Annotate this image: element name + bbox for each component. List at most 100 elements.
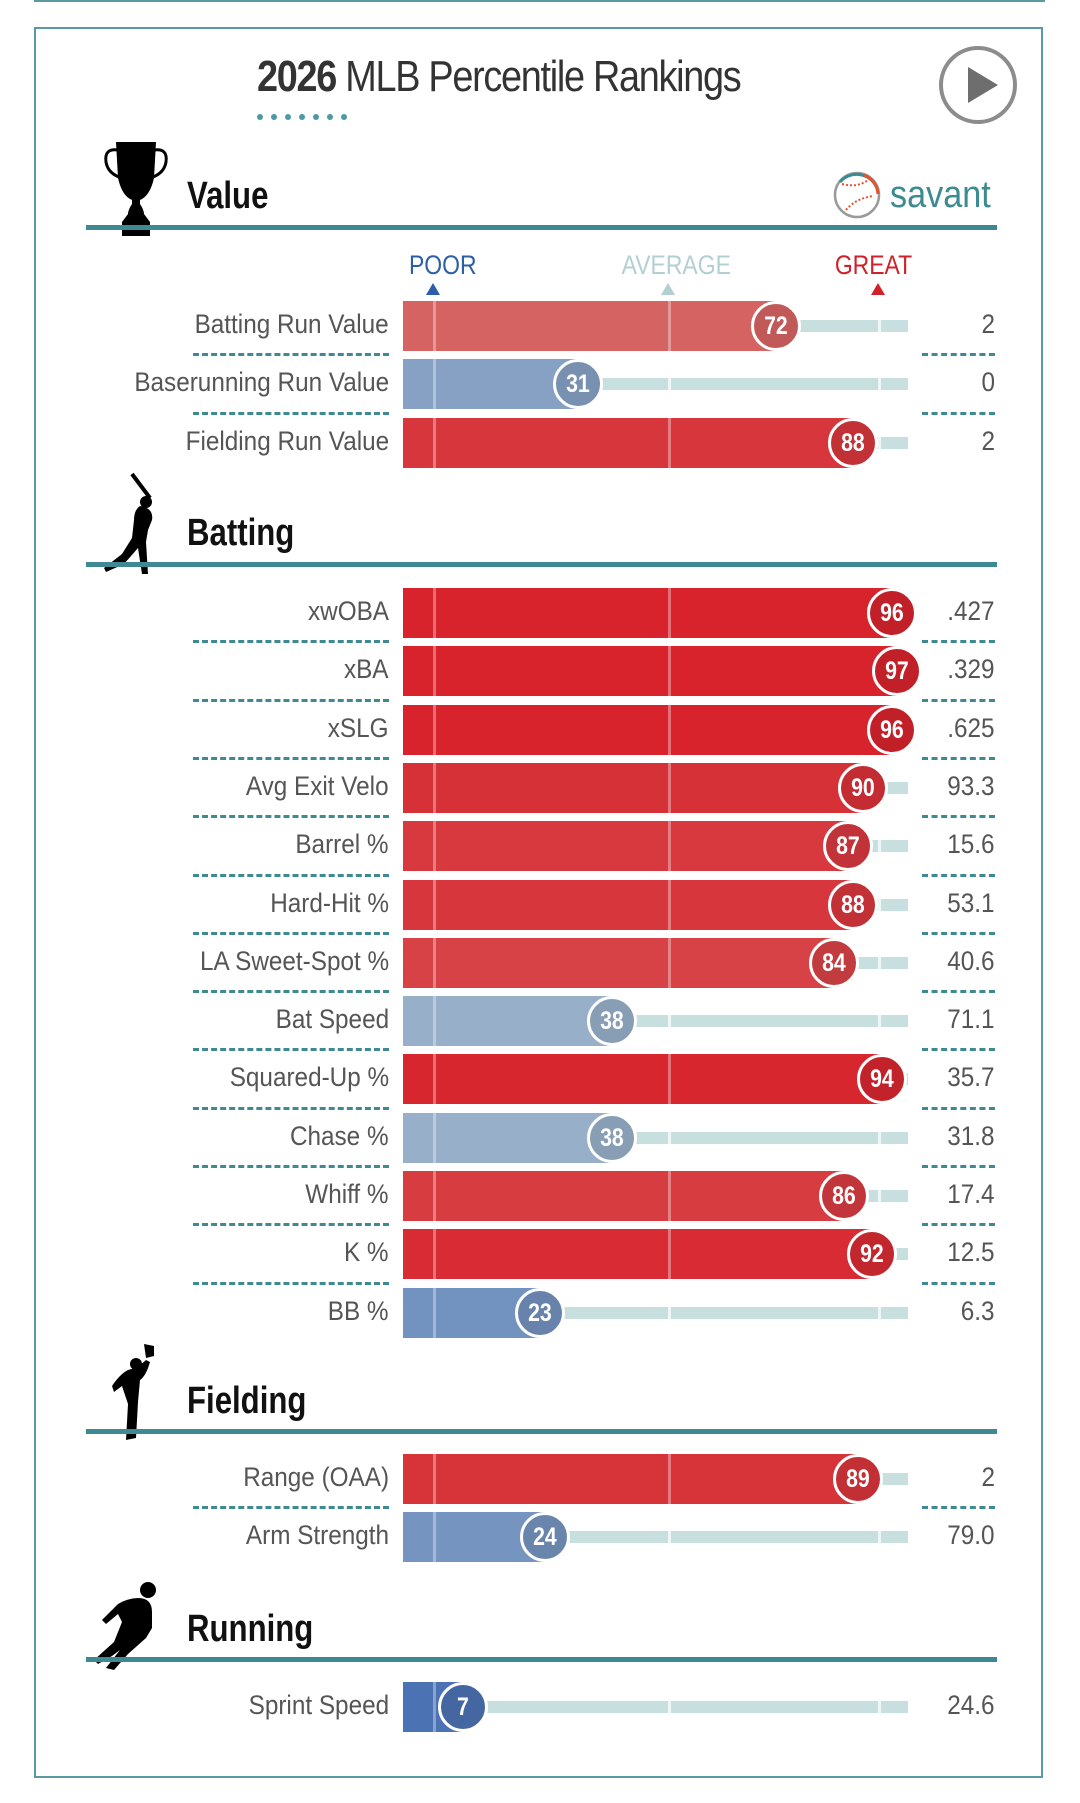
metric-value: 79.0 — [947, 1520, 995, 1550]
percentile-badge[interactable]: 96 — [867, 588, 917, 638]
metric-label: K % — [344, 1237, 389, 1267]
bar-gridline — [668, 301, 671, 351]
row-separator — [193, 932, 389, 935]
row-separator — [193, 1506, 389, 1509]
play-button[interactable] — [938, 45, 1018, 125]
legend-great: GREAT — [834, 250, 913, 280]
bar-gridline — [668, 418, 671, 468]
metric-value: .329 — [947, 654, 995, 684]
bar-gridline — [433, 1171, 436, 1221]
row-separator — [922, 353, 995, 356]
percentile-value: 88 — [841, 428, 865, 457]
percentile-bar — [403, 880, 853, 930]
metric-value: 40.6 — [947, 946, 995, 976]
percentile-badge[interactable]: 31 — [553, 359, 603, 409]
percentile-bar — [403, 938, 834, 988]
row-separator — [922, 1107, 995, 1110]
percentile-badge[interactable]: 86 — [819, 1171, 869, 1221]
metric-label: Fielding Run Value — [185, 426, 389, 456]
bar-gridline — [433, 1113, 436, 1163]
metric-value: 0 — [981, 367, 995, 397]
metric-label: Squared-Up % — [229, 1062, 389, 1092]
bar-gridline — [433, 1288, 436, 1338]
percentile-track — [545, 1531, 908, 1543]
percentile-badge[interactable]: 92 — [847, 1229, 897, 1279]
percentile-bar — [403, 821, 848, 871]
baseball-icon — [833, 171, 881, 219]
metric-value: 12.5 — [947, 1237, 995, 1267]
row-separator — [193, 1048, 389, 1051]
metric-label: Bat Speed — [275, 1004, 389, 1034]
percentile-badge[interactable]: 96 — [867, 705, 917, 755]
batter-icon — [104, 472, 153, 574]
row-separator — [193, 815, 389, 818]
percentile-badge[interactable]: 24 — [520, 1512, 570, 1562]
title-dots — [257, 114, 347, 120]
percentile-value: 86 — [832, 1181, 856, 1210]
metric-value: 71.1 — [947, 1004, 995, 1034]
row-separator — [193, 353, 389, 356]
row-separator — [922, 1048, 995, 1051]
bar-gridline — [433, 996, 436, 1046]
percentile-track — [612, 1015, 908, 1027]
percentile-value: 96 — [880, 598, 904, 627]
metric-label: Whiff % — [305, 1179, 389, 1209]
track-tick — [878, 1015, 881, 1027]
track-tick — [878, 1531, 881, 1543]
percentile-badge[interactable]: 97 — [872, 646, 922, 696]
row-separator — [922, 757, 995, 760]
track-tick — [878, 957, 881, 969]
metric-label: Sprint Speed — [248, 1690, 389, 1720]
percentile-badge[interactable]: 88 — [828, 418, 878, 468]
row-separator — [922, 699, 995, 702]
percentile-badge[interactable]: 23 — [515, 1288, 565, 1338]
percentile-badge[interactable]: 7 — [438, 1682, 488, 1732]
percentile-value: 24 — [533, 1522, 557, 1551]
section-title-batting: Batting — [187, 512, 295, 554]
track-tick — [878, 899, 881, 911]
percentile-badge[interactable]: 90 — [838, 763, 888, 813]
percentile-bar — [403, 1171, 844, 1221]
percentile-badge[interactable]: 94 — [857, 1054, 907, 1104]
bar-gridline — [668, 646, 671, 696]
percentile-badge[interactable]: 38 — [587, 996, 637, 1046]
section-title-running: Running — [187, 1608, 314, 1650]
bar-gridline — [668, 1454, 671, 1504]
dot — [341, 114, 347, 120]
bar-gridline — [433, 588, 436, 638]
track-tick — [878, 1132, 881, 1144]
percentile-value: 89 — [846, 1464, 870, 1493]
title-text: MLB Percentile Rankings — [336, 52, 741, 101]
track-tick — [668, 1531, 671, 1543]
metric-label: Chase % — [290, 1121, 389, 1151]
metric-value: 31.8 — [947, 1121, 995, 1151]
row-separator — [193, 1223, 389, 1226]
percentile-badge[interactable]: 84 — [809, 938, 859, 988]
row-separator — [193, 1165, 389, 1168]
percentile-badge[interactable]: 38 — [587, 1113, 637, 1163]
section-divider-fielding — [86, 1429, 997, 1434]
percentile-badge[interactable]: 89 — [833, 1454, 883, 1504]
track-tick — [878, 840, 881, 852]
legend-poor: POOR — [408, 250, 477, 280]
row-separator — [922, 1165, 995, 1168]
bar-gridline — [433, 1512, 436, 1562]
row-separator — [922, 412, 995, 415]
great-marker-icon — [871, 283, 885, 295]
metric-value: 15.6 — [947, 829, 995, 859]
bar-gridline — [433, 705, 436, 755]
percentile-track — [463, 1701, 908, 1713]
section-divider-value — [86, 225, 997, 230]
row-separator — [922, 1506, 995, 1509]
metric-value: 17.4 — [947, 1179, 995, 1209]
percentile-badge[interactable]: 88 — [828, 880, 878, 930]
row-separator — [922, 1223, 995, 1226]
percentile-badge[interactable]: 87 — [823, 821, 873, 871]
savant-logo[interactable]: savant — [832, 170, 1002, 220]
percentile-value: 23 — [528, 1298, 552, 1327]
metric-label: Baserunning Run Value — [134, 367, 389, 397]
bar-gridline — [433, 418, 436, 468]
percentile-badge[interactable]: 72 — [751, 301, 801, 351]
dot — [299, 114, 305, 120]
percentile-bar — [403, 359, 578, 409]
